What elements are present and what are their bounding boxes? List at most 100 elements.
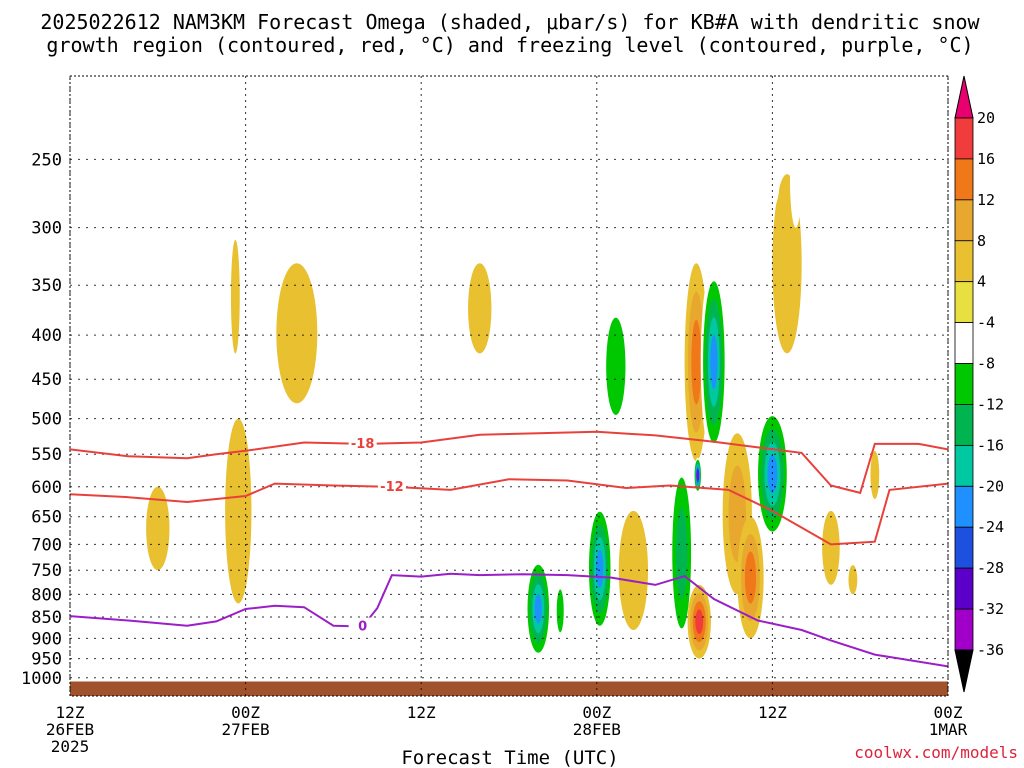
omega-cell-22-0: [822, 510, 840, 585]
omega-cell-17-2: [744, 551, 757, 604]
omega-cell-24-0: [848, 565, 858, 595]
omega-cell-1-0: [146, 486, 170, 571]
colorbar-swatch-10: [954, 526, 974, 569]
contour-label-bg-freezing: [348, 617, 377, 634]
colorbar-swatch-4: [954, 281, 974, 324]
omega-cell-14-3: [695, 609, 704, 635]
y-tick-250: 250: [31, 150, 62, 170]
colorbar-bottom-arrow: [954, 649, 974, 693]
omega-cell-21-0: [789, 128, 802, 228]
y-tick-450: 450: [31, 370, 62, 390]
colorbar-swatch-5: [954, 322, 974, 364]
terrain-fill: [70, 681, 948, 696]
x-tick-36-0: 00Z: [582, 703, 611, 722]
y-tick-750: 750: [31, 561, 62, 581]
omega-cell-10-0: [636, 295, 681, 461]
colorbar-label-7: -12: [977, 395, 1004, 413]
y-tick-650: 650: [31, 508, 62, 528]
terrain: [70, 681, 948, 696]
contour-label-bg-dgz_top: [348, 434, 377, 451]
colorbar-swatch-7: [954, 404, 974, 446]
contour-freezing: [70, 572, 948, 668]
colorbar-label-10: -24: [977, 518, 1004, 536]
chart-title-line1: 2025022612 NAM3KM Forecast Omega (shaded…: [40, 10, 980, 34]
omega-cell-9-4: [596, 549, 604, 588]
colorbar: 20 16 12 8 4 -4 -8 -12 -16 -20 -24 -28 -32 -36: [954, 75, 1004, 693]
omega-cell-12-2: [691, 319, 702, 405]
colorbar-swatch-2: [954, 199, 974, 242]
omega-cell-4-0: [468, 263, 492, 354]
y-tick-700: 700: [31, 535, 62, 555]
omega-cell-7-1: [606, 317, 626, 415]
omega-cell-8-0: [618, 510, 649, 630]
y-tick-550: 550: [31, 445, 62, 465]
contour-label-dgz_top: -18: [351, 437, 375, 452]
x-tick-0-1: 26FEB: [46, 720, 94, 739]
contours: -18 -12 0: [70, 430, 948, 668]
colorbar-label-11: -28: [977, 559, 1004, 577]
colorbar-label-13: -36: [977, 641, 1004, 659]
y-axis-ticks: 2503003504004505005506006507007508008509…: [21, 150, 62, 688]
contour-label-bg-dgz_bottom: [377, 477, 406, 494]
x-tick-0-0: 12Z: [56, 703, 85, 722]
colorbar-top-arrow: [954, 75, 974, 119]
colorbar-label-3: 8: [977, 232, 986, 250]
colorbar-label-6: -8: [977, 355, 995, 373]
colorbar-label-0: 20: [977, 109, 995, 127]
omega-shading: [146, 128, 880, 663]
contour-dgz_top: [70, 430, 948, 495]
omega-cell-6-1: [556, 589, 564, 633]
colorbar-label-12: -32: [977, 600, 1004, 618]
x-tick-60-1: 1MAR: [929, 720, 968, 739]
colorbar-swatch-1: [954, 158, 974, 201]
colorbar-label-8: -16: [977, 436, 1004, 454]
y-tick-500: 500: [31, 410, 62, 430]
colorbar-label-5: -4: [977, 314, 995, 332]
colorbar-swatch-0: [954, 117, 974, 160]
y-tick-950: 950: [31, 650, 62, 670]
x-tick-60-0: 00Z: [934, 703, 963, 722]
plot-frame: [69, 75, 949, 697]
y-tick-600: 600: [31, 478, 62, 498]
omega-cell-11-2: [676, 507, 688, 599]
colorbar-swatch-11: [954, 567, 974, 610]
colorbar-label-4: 4: [977, 273, 986, 291]
omega-cell-3-0: [230, 239, 240, 354]
colorbar-label-2: 12: [977, 191, 995, 209]
contour-label-freezing: 0: [358, 620, 367, 635]
y-tick-1000: 1000: [21, 669, 62, 689]
omega-cell-2-0: [276, 263, 318, 404]
x-tick-0-2: 2025: [51, 737, 90, 756]
x-axis-label: Forecast Time (UTC): [401, 747, 618, 768]
y-tick-850: 850: [31, 608, 62, 628]
grid: [69, 76, 949, 696]
omega-cell-23-0: [870, 450, 880, 500]
x-tick-36-1: 28FEB: [573, 720, 621, 739]
contour-dgz_bottom: [70, 478, 948, 546]
colorbar-swatch-8: [954, 444, 974, 487]
x-tick-24-0: 12Z: [407, 703, 436, 722]
colorbar-label-1: 16: [977, 150, 995, 168]
y-tick-400: 400: [31, 326, 62, 346]
contour-label-dgz_bottom: -12: [380, 480, 404, 495]
y-tick-900: 900: [31, 629, 62, 649]
y-tick-800: 800: [31, 585, 62, 605]
colorbar-swatch-9: [954, 485, 974, 528]
omega-cell-13-7: [697, 470, 699, 480]
x-tick-12-1: 27FEB: [222, 720, 270, 739]
x-tick-48-0: 12Z: [758, 703, 787, 722]
omega-cell-0-0: [225, 418, 252, 604]
omega-cell-15-4: [710, 335, 718, 390]
colorbar-label-9: -20: [977, 477, 1004, 495]
chart-title-line2: growth region (contoured, red, °C) and f…: [46, 33, 973, 57]
omega-cell-20-0: [753, 144, 780, 215]
colorbar-swatch-6: [954, 363, 974, 405]
x-tick-12-0: 00Z: [231, 703, 260, 722]
colorbar-swatch-3: [954, 240, 974, 283]
credit-text: coolwx.com/models: [854, 743, 1018, 762]
colorbar-swatch-12: [954, 608, 974, 651]
omega-cell-5-4: [534, 594, 542, 624]
y-tick-300: 300: [31, 219, 62, 239]
